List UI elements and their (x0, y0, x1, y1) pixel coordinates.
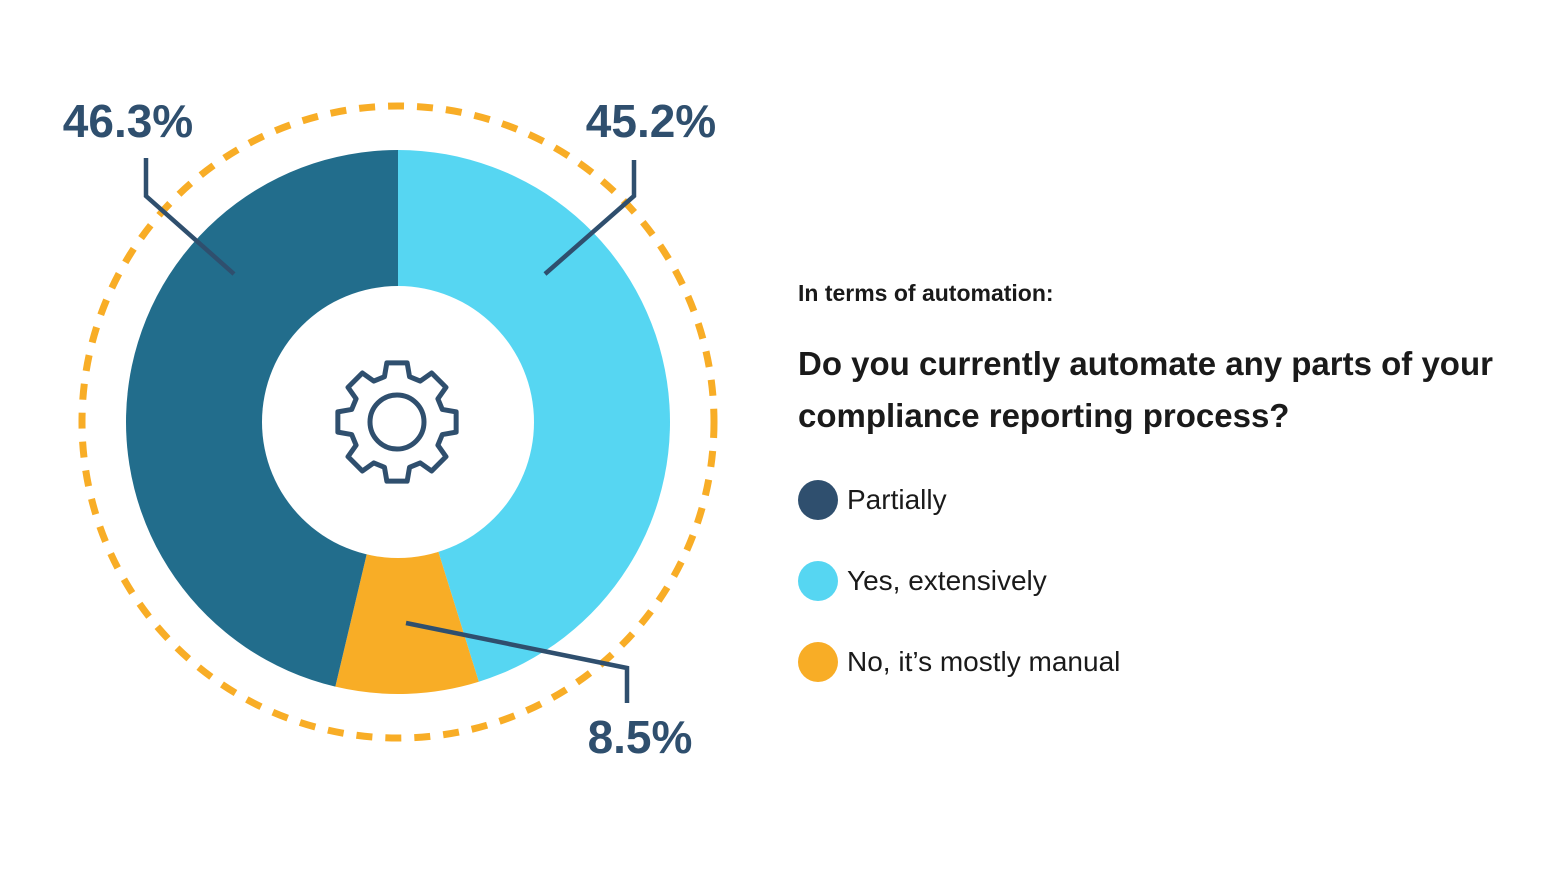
donut-hole (262, 286, 534, 558)
dashed-outer-ring (78, 102, 718, 742)
leader-lines (143, 158, 637, 703)
legend-label-manual: No, it’s mostly manual (847, 646, 1121, 677)
chart-question: Do you currently automate any parts of y… (798, 345, 1493, 434)
legend-item-manual: No, it’s mostly manual (798, 642, 1518, 682)
leader-line-yes-extensively (543, 160, 637, 276)
slice-partially (126, 150, 399, 687)
leader-line-partially (143, 158, 236, 276)
value-label-yes-extensively: 45.2% (586, 95, 716, 147)
leader-line-manual (405, 620, 630, 703)
slice-yes-extensively (398, 150, 670, 682)
question-panel: In terms of automation: Do you currently… (798, 278, 1518, 723)
legend: Partially Yes, extensively No, it’s most… (798, 480, 1518, 682)
chart-subtitle: In terms of automation: (798, 280, 1054, 306)
legend-label-partially: Partially (847, 484, 947, 515)
legend-swatch-yes-extensively (798, 561, 838, 601)
legend-swatch-partially (798, 480, 838, 520)
legend-item-yes-extensively: Yes, extensively (798, 561, 1518, 601)
value-label-partially: 46.3% (63, 95, 193, 147)
donut-slices (126, 150, 670, 694)
slice-manual (335, 422, 479, 694)
legend-item-partially: Partially (798, 480, 1518, 520)
value-label-manual: 8.5% (588, 711, 693, 763)
legend-swatch-manual (798, 642, 838, 682)
gear-icon (335, 360, 459, 484)
legend-label-yes-extensively: Yes, extensively (847, 565, 1047, 596)
